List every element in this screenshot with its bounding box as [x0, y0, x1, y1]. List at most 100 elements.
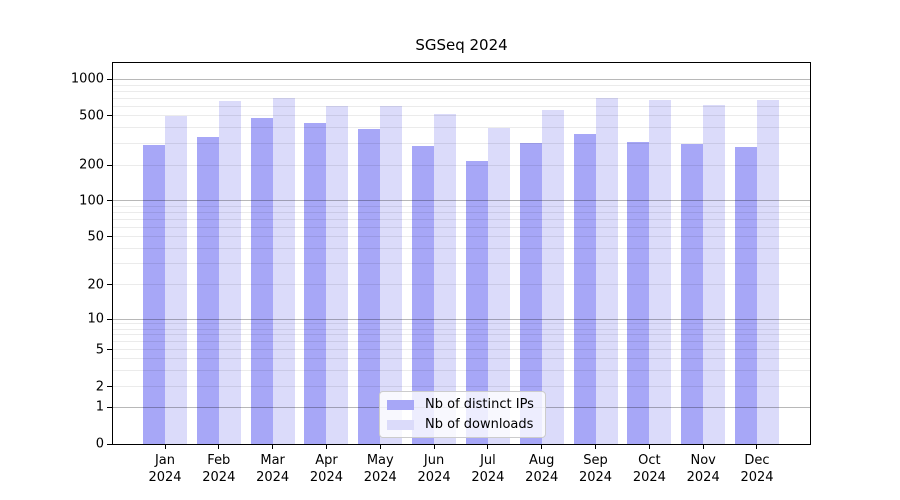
- x-tick-year: 2024: [309, 470, 343, 485]
- x-tick-label-may-2024: May 2024: [364, 452, 397, 486]
- bar-downloads-feb: [218, 101, 241, 444]
- bar-downloads-nov: [703, 104, 726, 444]
- x-tick-mark-oct: [648, 444, 650, 449]
- x-tick-year: 2024: [740, 470, 774, 485]
- bar-downloads-apr: [326, 106, 349, 444]
- y-tick-label-10: 10: [87, 311, 104, 327]
- bar-distinct-ips-oct: [627, 141, 650, 444]
- bar-distinct-ips-may: [358, 129, 381, 444]
- bar-distinct-ips-nov: [681, 144, 704, 444]
- x-tick-mark-aug: [541, 444, 543, 449]
- y-tick-mark-5: [107, 349, 112, 351]
- y-tick-label-2: 2: [95, 379, 104, 394]
- legend: Nb of distinct IPs Nb of downloads: [379, 391, 546, 438]
- x-tick-label-jul-2024: Jul 2024: [471, 452, 504, 486]
- y-tick-mark-500: [107, 115, 112, 117]
- x-tick-year: 2024: [363, 470, 397, 485]
- gridline-minor-800: [113, 90, 810, 92]
- x-tick-year: 2024: [202, 470, 236, 485]
- chart-title: SGSeq 2024: [415, 36, 508, 54]
- y-tick-label-500: 500: [79, 108, 104, 124]
- legend-label: Nb of distinct IPs: [425, 397, 534, 412]
- bar-downloads-aug: [541, 109, 564, 444]
- x-tick-label-feb-2024: Feb 2024: [202, 452, 235, 486]
- x-tick-mark-feb: [218, 444, 220, 449]
- y-tick-label-50: 50: [87, 229, 104, 244]
- x-tick-label-oct-2024: Oct 2024: [633, 452, 666, 486]
- x-tick-mark-sep: [595, 444, 597, 449]
- y-tick-mark-20: [107, 284, 112, 285]
- x-tick-month: Apr: [315, 453, 338, 468]
- bar-distinct-ips-aug: [519, 143, 542, 444]
- bar-downloads-oct: [649, 99, 672, 444]
- legend-item: Nb of distinct IPs: [387, 397, 538, 412]
- x-tick-label-mar-2024: Mar 2024: [256, 452, 289, 486]
- y-tick-mark-50: [107, 236, 112, 237]
- x-tick-mark-jul: [487, 444, 489, 449]
- legend-item: Nb of downloads: [387, 417, 538, 432]
- x-tick-label-dec-2024: Dec 2024: [740, 452, 773, 486]
- x-tick-year: 2024: [632, 470, 666, 485]
- x-tick-label-sep-2024: Sep 2024: [579, 452, 612, 486]
- x-tick-month: Oct: [638, 453, 661, 468]
- plot-area: 0 1 2 5 10 20 50 100 200 500 1000 Jan 2024 Feb 2024 Mar…: [71, 62, 811, 485]
- x-tick-month: Sep: [583, 453, 608, 468]
- y-tick-mark-2: [107, 386, 112, 387]
- bar-distinct-ips-dec: [734, 147, 757, 444]
- x-tick-mark-jun: [433, 444, 435, 449]
- bar-distinct-ips-feb: [196, 136, 219, 444]
- legend-label: Nb of downloads: [425, 417, 534, 432]
- bar-downloads-jun: [434, 113, 457, 444]
- x-tick-label-aug-2024: Aug 2024: [525, 452, 558, 486]
- y-tick-mark-0: [107, 443, 112, 445]
- bar-distinct-ips-mar: [250, 118, 273, 444]
- x-tick-year: 2024: [686, 470, 720, 485]
- y-tick-label-200: 200: [79, 157, 104, 173]
- y-tick-label-1000: 1000: [70, 71, 104, 87]
- y-tick-label-1: 1: [95, 399, 104, 415]
- bar-distinct-ips-apr: [304, 123, 327, 444]
- x-tick-mark-may: [379, 444, 381, 449]
- x-tick-mark-dec: [756, 444, 758, 449]
- x-tick-mark-jan: [164, 444, 166, 449]
- x-tick-month: Aug: [529, 453, 555, 468]
- y-tick-label-100: 100: [79, 193, 104, 209]
- bar-distinct-ips-sep: [573, 133, 596, 444]
- x-tick-mark-nov: [702, 444, 704, 449]
- y-tick-mark-1000: [107, 78, 112, 80]
- bar-downloads-jan: [165, 115, 187, 444]
- x-tick-month: Feb: [207, 453, 231, 468]
- gridline-minor-700: [113, 97, 810, 99]
- x-tick-month: Nov: [690, 453, 716, 468]
- legend-swatch-downloads: [387, 419, 414, 430]
- x-tick-mark-mar: [272, 444, 274, 449]
- legend-swatch-distinct-ips: [387, 399, 414, 410]
- x-tick-year: 2024: [256, 470, 290, 485]
- x-tick-year: 2024: [471, 470, 505, 485]
- y-tick-label-0: 0: [95, 436, 104, 452]
- x-tick-year: 2024: [148, 470, 182, 485]
- bar-downloads-may: [380, 106, 403, 444]
- bar-distinct-ips-jun: [412, 146, 435, 444]
- bar-downloads-jul: [487, 127, 510, 444]
- x-tick-month: Dec: [744, 453, 770, 468]
- x-tick-month: May: [366, 453, 394, 468]
- x-tick-mark-apr: [325, 444, 327, 449]
- x-tick-year: 2024: [417, 470, 451, 485]
- x-tick-year: 2024: [578, 470, 613, 485]
- bar-downloads-mar: [272, 98, 295, 444]
- bar-distinct-ips-jan: [143, 145, 165, 444]
- gridline-major-1000: [113, 78, 810, 80]
- x-tick-month: Jul: [480, 453, 496, 468]
- bar-distinct-ips-jul: [465, 161, 488, 444]
- gridline-minor-900: [113, 84, 810, 86]
- x-tick-month: Mar: [260, 453, 285, 468]
- x-tick-label-nov-2024: Nov 2024: [687, 452, 720, 486]
- y-tick-mark-10: [107, 318, 112, 320]
- x-tick-year: 2024: [525, 470, 559, 485]
- bar-downloads-dec: [756, 100, 779, 444]
- y-tick-label-20: 20: [87, 277, 104, 292]
- bar-downloads-sep: [595, 98, 618, 444]
- y-tick-mark-100: [107, 200, 112, 202]
